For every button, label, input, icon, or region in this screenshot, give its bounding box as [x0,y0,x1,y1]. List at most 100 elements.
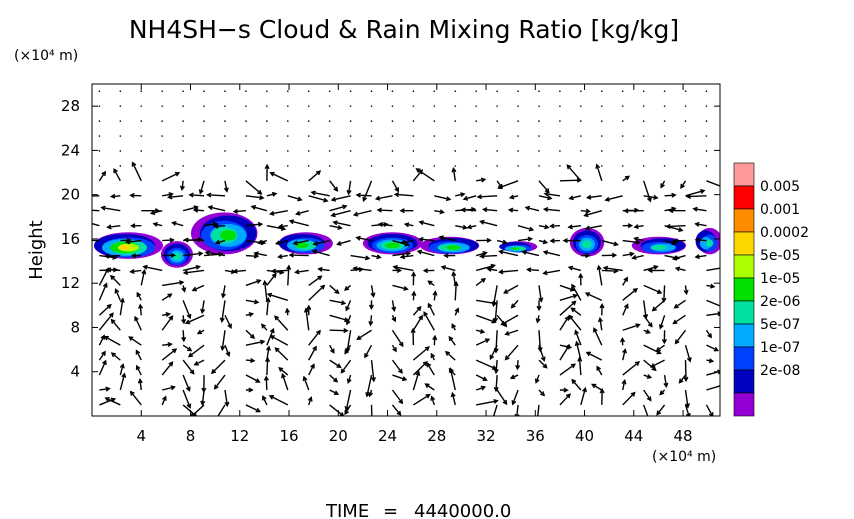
wind-vector-head [479,219,485,225]
wind-vector-head [286,264,292,270]
wind-vector-head [232,268,238,274]
colorbar-swatch [733,300,755,325]
wind-vector-dot [349,165,352,167]
wind-vector-head [547,195,553,201]
wind-vector-head [493,398,499,404]
wind-vector [135,350,142,361]
wind-vector [537,404,540,416]
x-tick-label: 28 [427,427,446,445]
wind-vector [475,251,487,257]
wind-vector-head [317,275,323,281]
wind-vector [356,236,372,242]
wind-vector-head [310,190,316,196]
wind-vector [370,285,375,297]
wind-vector-head [110,318,116,324]
wind-vector [266,346,270,361]
wind-vector-dot [391,105,394,107]
wind-vector-head [232,208,239,214]
wind-vector [194,359,205,366]
wind-vector-dot [286,90,289,92]
cloud-contour [118,245,131,251]
wind-vector-head [425,393,431,399]
wind-vector-head [443,253,449,259]
wind-vector [591,383,603,391]
wind-vector-dot [559,135,561,137]
wind-vector-head [504,330,510,336]
wind-vector-dot [370,165,373,167]
wind-vector [308,275,322,286]
wind-vector [666,224,686,228]
wind-vector-dot [391,150,394,152]
wind-vector-dot [119,165,122,167]
wind-vector-head [168,361,174,367]
cloud-field [93,212,720,268]
wind-vector [92,209,100,212]
wind-vector [463,195,477,200]
wind-vector [538,330,542,352]
wind-vector [679,374,687,384]
wind-vector-head [566,164,572,170]
wind-vector [426,362,435,376]
wind-vector-head [674,339,680,345]
wind-vector-head [365,392,371,398]
wind-vector-head [106,303,112,309]
wind-vector-head [498,249,504,255]
wind-vector-dot [224,105,226,107]
wind-vector [311,191,330,197]
wind-vector-dot [559,150,561,152]
wind-vector-head [333,186,339,192]
time-label: TIME [325,501,369,519]
wind-vector [673,314,686,325]
wind-vector-dot [517,165,519,167]
wind-vector-head [188,192,194,198]
wind-vector-head [460,192,466,198]
wind-vector [128,336,142,346]
wind-vector-head [262,279,268,286]
wind-vector-head [219,317,225,323]
wind-vector-head [261,395,267,401]
wind-vector [337,239,351,245]
wind-vector [184,239,205,242]
wind-vector [505,344,519,360]
wind-vector-head [574,340,580,347]
colorbar-swatch [733,323,755,348]
wind-vector [434,210,444,214]
wind-vector-dot [621,120,624,122]
wind-vector-head [490,263,497,269]
wind-vector [601,239,618,246]
wind-vector-head [129,268,135,274]
wind-vector-head [427,280,433,286]
wind-vector-head [130,223,136,229]
wind-vector-head [722,305,726,309]
wind-vector-dot [538,135,540,137]
wind-vector-head [685,193,692,199]
wind-vector [281,374,289,391]
wind-vector [492,404,498,416]
wind-vector [214,374,226,389]
wind-vector [104,336,121,346]
wind-vector-head [136,291,142,298]
wind-vector-head [297,196,303,202]
wind-vector-head [422,268,429,274]
wind-vector-dot [307,150,310,152]
wind-vector-head [101,170,106,176]
wind-vector-head [671,255,678,261]
wind-vector [215,239,226,244]
wind-vector-head [416,249,423,255]
wind-vector-dot [307,165,310,167]
colorbar-level-label: 0.0002 [760,225,809,241]
wind-vector [308,170,321,182]
wind-vector [308,364,315,376]
wind-vector-head [502,322,508,328]
wind-vector-dot [161,90,163,92]
wind-vector [684,389,689,408]
wind-vector-dot [433,90,436,92]
wind-vector-head [183,237,189,243]
wind-vector [357,329,372,340]
wind-vector [275,347,289,361]
wind-vector-head [260,323,266,329]
wind-vector-dot [161,150,163,152]
wind-vector-dot [433,135,436,137]
wind-vector-head [544,188,550,194]
wind-vector-head [710,283,716,289]
